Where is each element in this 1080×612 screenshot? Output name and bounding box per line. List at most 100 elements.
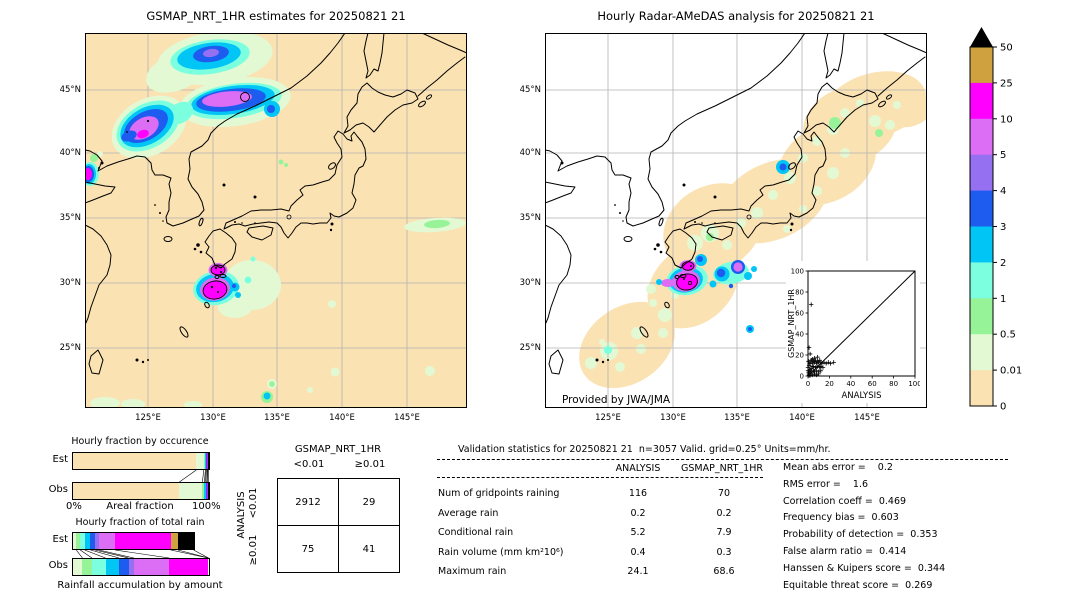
scatter-point bbox=[826, 360, 831, 365]
svg-text:80: 80 bbox=[795, 289, 804, 297]
lon-tick-label: 125°E bbox=[135, 413, 161, 423]
contingency-cell-yn: 75 bbox=[301, 543, 315, 555]
svg-text:4: 4 bbox=[1000, 186, 1006, 197]
validation-row: Conditional rain 5.2 7.9 bbox=[438, 527, 788, 541]
lat-tick-label: 40°N bbox=[519, 147, 541, 158]
validation-analysis-value: 0.2 bbox=[630, 507, 646, 519]
svg-text:40: 40 bbox=[846, 380, 855, 388]
occurrence-obs-bar bbox=[72, 482, 210, 500]
occurrence-x100: 100% bbox=[192, 501, 221, 512]
totalrain-footer: Rainfall accumulation by amount bbox=[57, 580, 223, 591]
svg-text:ANALYSIS: ANALYSIS bbox=[841, 391, 881, 401]
validation-analysis-value: 5.2 bbox=[630, 527, 646, 539]
svg-text:40: 40 bbox=[795, 331, 804, 339]
occurrence-xlabel: Areal fraction bbox=[106, 501, 174, 512]
skill-line: Equitable threat score = 0.269 bbox=[783, 579, 933, 591]
svg-text:60: 60 bbox=[868, 380, 877, 388]
scatter-point bbox=[820, 365, 826, 370]
right-map-title: Hourly Radar-AMeDAS analysis for 2025082… bbox=[597, 9, 875, 23]
lat-tick-label: 35°N bbox=[519, 212, 541, 223]
svg-text:3: 3 bbox=[1000, 222, 1006, 233]
svg-text:10: 10 bbox=[1000, 114, 1013, 125]
svg-text:GSMAP_NRT_1HR: GSMAP_NRT_1HR bbox=[787, 289, 796, 358]
svg-text:0.01: 0.01 bbox=[1000, 366, 1022, 377]
validation-gsmap-value: 7.9 bbox=[716, 527, 732, 539]
scatter-point bbox=[821, 360, 827, 365]
lat-tick-label: 25°N bbox=[519, 342, 541, 353]
lat-tick-label: 45°N bbox=[59, 84, 81, 95]
scatter-point bbox=[807, 373, 813, 378]
skill-line: Frequency bias = 0.603 bbox=[783, 512, 899, 524]
validation-col-analysis: ANALYSIS bbox=[615, 463, 661, 474]
precip-colorbar: 50 25 10 5 4 3 2 1 0.5 0.01 0 bbox=[969, 27, 1022, 413]
lat-tick-label: 30°N bbox=[59, 277, 81, 288]
validation-row: Average rain 0.2 0.2 bbox=[438, 508, 788, 522]
scatter-point bbox=[810, 372, 815, 378]
svg-text:1: 1 bbox=[1000, 294, 1006, 305]
scatter-point bbox=[810, 364, 815, 369]
validation-row: Maximum rain 24.1 68.6 bbox=[438, 566, 788, 580]
totalrain-connectors bbox=[76, 550, 209, 558]
left-map-title: GSMAP_NRT_1HR estimates for 20250821 21 bbox=[146, 9, 406, 23]
svg-text:5: 5 bbox=[1000, 150, 1006, 161]
lon-tick-label: 130°E bbox=[200, 413, 226, 423]
lon-tick-label: 135°E bbox=[724, 413, 750, 423]
contingency-row-label-lt: <0.01 bbox=[248, 487, 259, 519]
contingency-table: 2912 29 75 41 bbox=[277, 478, 400, 573]
skill-line: RMS error = 1.6 bbox=[783, 478, 869, 490]
lon-tick-label: 130°E bbox=[660, 413, 686, 423]
scatter-point bbox=[807, 351, 813, 357]
svg-text:60: 60 bbox=[795, 310, 804, 318]
data-credit: Provided by JWA/JMA bbox=[562, 394, 671, 406]
totalrain-chart-title: Hourly fraction of total rain bbox=[75, 517, 205, 528]
skill-line: Probability of detection = 0.353 bbox=[783, 529, 938, 541]
validation-row-label: Maximum rain bbox=[438, 566, 507, 578]
totalrain-obs-label: Obs bbox=[48, 560, 68, 571]
occurrence-est-label: Est bbox=[52, 454, 68, 465]
divider-top bbox=[437, 459, 1008, 460]
contingency-col-label-lt: <0.01 bbox=[293, 459, 325, 470]
scatter-point bbox=[807, 361, 813, 366]
occurrence-est-bar bbox=[72, 452, 210, 470]
scatter-point bbox=[815, 354, 820, 360]
contingency-col-label-ge: ≥0.01 bbox=[354, 459, 386, 470]
scatter-point bbox=[816, 371, 821, 377]
gsmap-precip-map bbox=[85, 33, 467, 408]
lon-tick-label: 125°E bbox=[595, 413, 621, 423]
validation-gsmap-value: 0.3 bbox=[716, 546, 732, 558]
scatter-point bbox=[814, 368, 819, 373]
svg-text:2: 2 bbox=[1000, 258, 1006, 269]
scatter-point bbox=[810, 357, 815, 362]
radar-amedas-precip-map bbox=[545, 33, 927, 408]
skill-line: Mean abs error = 0.2 bbox=[783, 462, 893, 473]
lon-tick-label: 140°E bbox=[329, 413, 355, 423]
validation-analysis-value: 116 bbox=[628, 488, 648, 499]
validation-row-label: Num of gridpoints raining bbox=[438, 488, 560, 499]
scatter-point bbox=[818, 364, 824, 369]
lat-tick-label: 40°N bbox=[59, 147, 81, 158]
svg-text:0: 0 bbox=[1000, 402, 1006, 413]
skill-line: Correlation coeff = 0.469 bbox=[783, 495, 907, 507]
validation-gsmap-value: 68.6 bbox=[713, 566, 735, 578]
lat-tick-label: 35°N bbox=[59, 212, 81, 223]
totalrain-obs-bar bbox=[72, 558, 210, 576]
totalrain-est-label: Est bbox=[52, 534, 68, 545]
contingency-row-label-ge: ≥0.01 bbox=[248, 534, 259, 566]
lon-tick-label: 145°E bbox=[854, 413, 880, 423]
scatter-point bbox=[809, 302, 814, 307]
contingency-row-group: ANALYSIS bbox=[236, 491, 247, 539]
svg-text:20: 20 bbox=[795, 352, 804, 360]
contingency-cell-ny: 29 bbox=[362, 496, 376, 508]
validation-col-gsmap: GSMAP_NRT_1HR bbox=[681, 463, 763, 474]
validation-row: Num of gridpoints raining 116 70 bbox=[438, 488, 788, 502]
occurrence-obs-label: Obs bbox=[48, 484, 68, 495]
contingency-cell-nn: 2912 bbox=[295, 496, 321, 508]
lat-tick-label: 25°N bbox=[59, 342, 81, 353]
svg-text:25: 25 bbox=[1000, 78, 1013, 89]
scatter-point bbox=[814, 372, 819, 378]
svg-text:0: 0 bbox=[800, 373, 804, 381]
scatter-point bbox=[806, 345, 812, 350]
lon-tick-label: 145°E bbox=[394, 413, 420, 423]
lat-tick-label: 30°N bbox=[519, 277, 541, 288]
